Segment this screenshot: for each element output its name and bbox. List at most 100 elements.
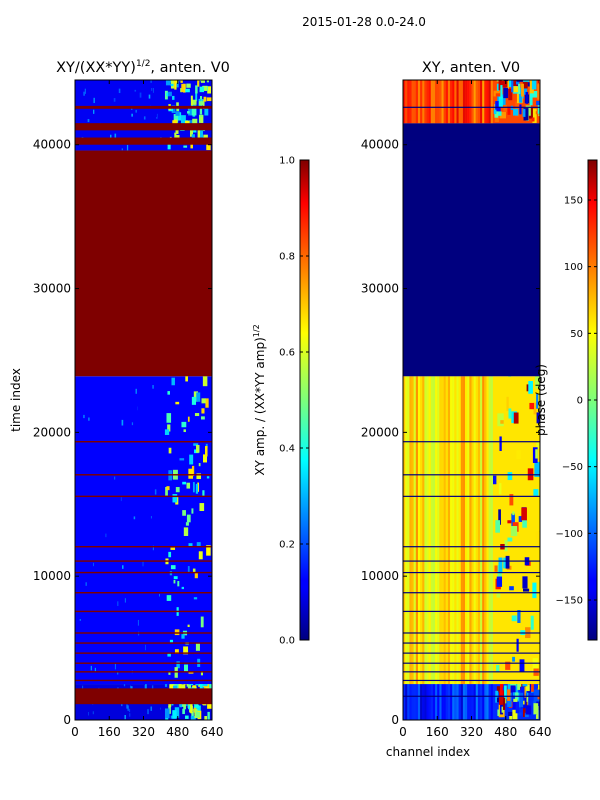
phase-speckle [531, 90, 538, 98]
phase-stripe [458, 684, 461, 720]
phase-stripe [432, 684, 436, 720]
phase-colorbar-tick-label: 150 [564, 196, 583, 207]
phase-stripe [407, 684, 410, 720]
phase-speckle [529, 402, 535, 410]
phase-stripe [480, 684, 483, 720]
phase-speckle [499, 111, 506, 119]
phase-flag-line [403, 474, 540, 476]
amplitude-speckle [207, 680, 212, 690]
amplitude-speckle [198, 551, 203, 560]
amplitude-speckle [174, 707, 180, 718]
amplitude-speckle [121, 419, 124, 426]
phase-stripe [415, 80, 418, 124]
amplitude-saturated-band [75, 679, 212, 682]
phase-stripe [465, 684, 468, 720]
amplitude-speckle [130, 685, 132, 689]
amplitude-speckle [170, 715, 173, 719]
amplitude-speckle [206, 545, 211, 556]
phase-speckle [509, 714, 513, 720]
amplitude-speckle [199, 104, 203, 115]
phase-stripe [490, 80, 493, 124]
amplitude-speckle [202, 490, 205, 497]
phase-speckle [516, 450, 521, 460]
amplitude-speckle [206, 97, 212, 102]
phase-stripe [471, 376, 474, 685]
phase-speckle [496, 576, 503, 587]
amplitude-speckle [197, 482, 200, 492]
amplitude-speckle [178, 682, 182, 693]
amplitude-speckle [175, 135, 180, 139]
amplitude-speckle [202, 375, 208, 387]
amplitude-speckle [93, 97, 95, 104]
amplitude-speckle [167, 141, 171, 150]
amplitude-speckle [191, 134, 195, 139]
phase-stripe [456, 684, 459, 720]
phase-stripe [417, 80, 421, 124]
phase-speckle [522, 86, 528, 95]
phase-speckle [500, 85, 503, 99]
amplitude-speckle [203, 134, 208, 140]
amplitude-speckle [85, 582, 87, 586]
amplitude-speckle [156, 113, 158, 118]
panel-amplitude-title-exp: 1/2 [136, 59, 150, 69]
x-tick-label: 480 [494, 725, 517, 739]
amplitude-colorbar-tick-label: 0.6 [279, 348, 295, 359]
phase-flag-line [403, 546, 540, 548]
amplitude-speckle [199, 80, 202, 82]
phase-stripe [475, 684, 478, 720]
phase-stripe [460, 376, 463, 685]
amplitude-speckle [186, 682, 189, 687]
amplitude-colorbar-ticks: 0.0 0.2 0.4 0.6 0.8 1.0 [279, 156, 309, 647]
time-index-label: time index [9, 368, 23, 432]
phase-speckle [536, 394, 539, 409]
phase-stripe [469, 80, 472, 124]
amplitude-speckle [190, 144, 193, 149]
amplitude-speckle [129, 713, 131, 717]
phase-stripe [413, 684, 416, 720]
phase-stripe [405, 80, 408, 124]
amplitude-speckle [151, 685, 154, 690]
phase-stripe [477, 684, 481, 720]
phase-speckle [511, 80, 517, 82]
phase-speckle [521, 507, 527, 521]
phase-speckle [523, 108, 529, 121]
phase-region [403, 123, 540, 377]
phase-speckle [496, 686, 502, 693]
phase-speckle [522, 108, 526, 117]
amplitude-speckle [121, 702, 123, 707]
amplitude-speckle [130, 686, 133, 689]
amplitude-speckle [105, 533, 107, 538]
phase-speckle [517, 681, 521, 690]
amplitude-axes: 0 160 320 480 640 0 10000 20000 30000 40000 [33, 80, 223, 739]
amplitude-speckle [201, 408, 205, 414]
phase-speckle [532, 582, 537, 599]
phase-stripe [405, 376, 408, 685]
phase-stripe [450, 80, 453, 124]
phase-speckle [509, 494, 514, 506]
phase-stripe [477, 80, 481, 124]
amplitude-speckle [183, 429, 186, 433]
amplitude-speckle [187, 624, 190, 628]
figure-title: 2015-01-28 0.0-24.0 [302, 15, 426, 29]
amplitude-speckle [207, 701, 212, 709]
amplitude-speckle [204, 682, 209, 691]
phase-flag-line [403, 495, 540, 497]
phase-speckle [518, 87, 523, 103]
phase-speckle [518, 516, 523, 522]
phase-flag-line [403, 571, 540, 574]
amplitude-speckle [200, 416, 205, 420]
phase-speckle [532, 658, 539, 674]
amplitude-speckle [185, 88, 190, 93]
phase-stripe [475, 376, 478, 685]
phase-speckle [509, 683, 516, 693]
amplitude-speckle [127, 705, 129, 711]
phase-flag-line [403, 695, 540, 697]
phase-stripe [452, 80, 455, 124]
phase-stripe [420, 684, 423, 720]
phase-flag-line [403, 632, 540, 634]
amplitude-speckle [173, 685, 178, 690]
phase-stripe [435, 376, 438, 685]
phase-stripe [447, 80, 451, 124]
amplitude-speckle [168, 447, 172, 454]
phase-speckle [508, 408, 512, 419]
